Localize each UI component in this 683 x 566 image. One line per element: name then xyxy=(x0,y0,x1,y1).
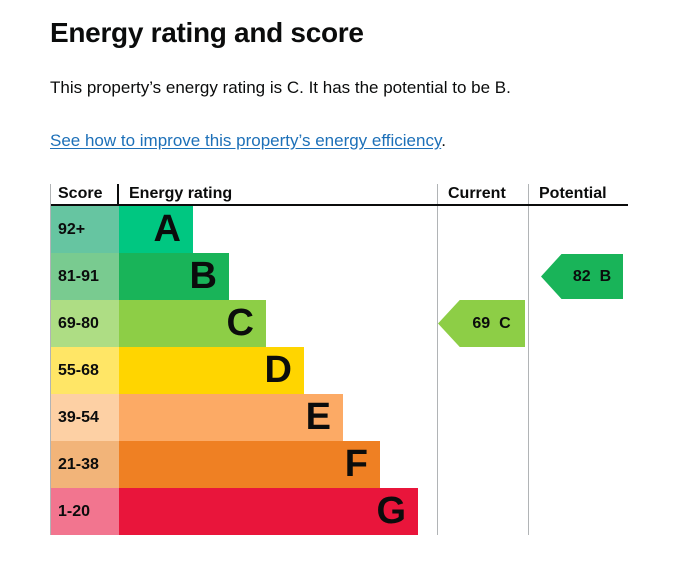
score-range-f: 21-38 xyxy=(51,441,119,488)
band-row-a: 92+ A xyxy=(51,206,628,253)
score-range-g: 1-20 xyxy=(51,488,119,535)
current-score-value: 69 xyxy=(472,314,491,332)
improve-efficiency-link[interactable]: See how to improve this property’s energ… xyxy=(50,131,442,150)
band-row-b: 81-91 B 82 B xyxy=(51,253,628,300)
rating-bar-g: G xyxy=(119,488,418,535)
rating-letter-b: B xyxy=(189,255,217,297)
current-rating-letter: C xyxy=(499,314,511,332)
bar-area-e: E xyxy=(119,394,437,441)
bar-area-g: G xyxy=(119,488,437,535)
header-energy-rating: Energy rating xyxy=(129,185,233,202)
header-potential: Potential xyxy=(528,184,628,204)
page-title: Energy rating and score xyxy=(50,17,364,48)
rating-bar-e: E xyxy=(119,394,343,441)
potential-cell-c xyxy=(528,300,628,347)
rating-bar-c: C xyxy=(119,300,266,347)
current-cell-d xyxy=(437,347,528,394)
rating-letter-f: F xyxy=(344,443,368,485)
bar-area-a: A xyxy=(119,206,437,253)
potential-cell-g xyxy=(528,488,628,535)
rating-letter-d: D xyxy=(264,349,292,391)
rating-letter-g: G xyxy=(376,490,406,532)
improve-link-line: See how to improve this property’s energ… xyxy=(50,131,683,151)
rating-bar-d: D xyxy=(119,347,304,394)
band-row-g: 1-20 G xyxy=(51,488,628,535)
rating-bar-a: A xyxy=(119,206,193,253)
score-range-d: 55-68 xyxy=(51,347,119,394)
current-cell-g xyxy=(437,488,528,535)
bar-area-c: C xyxy=(119,300,437,347)
potential-score-value: 82 xyxy=(572,267,591,285)
potential-rating-letter: B xyxy=(599,267,612,285)
bar-area-f: F xyxy=(119,441,437,488)
bar-area-b: B xyxy=(119,253,437,300)
current-cell-e xyxy=(437,394,528,441)
band-row-f: 21-38 F xyxy=(51,441,628,488)
rating-letter-a: A xyxy=(153,208,181,250)
score-range-e: 39-54 xyxy=(51,394,119,441)
potential-rating-arrow: 82 B xyxy=(541,254,623,299)
potential-cell-b: 82 B xyxy=(528,253,628,300)
score-range-b: 81-91 xyxy=(51,253,119,300)
potential-cell-e xyxy=(528,394,628,441)
current-cell-c: 69 C xyxy=(437,300,528,347)
potential-cell-d xyxy=(528,347,628,394)
current-cell-f xyxy=(437,441,528,488)
score-range-c: 69-80 xyxy=(51,300,119,347)
current-cell-b xyxy=(437,253,528,300)
score-range-a: 92+ xyxy=(51,206,119,253)
bar-area-d: D xyxy=(119,347,437,394)
potential-cell-a xyxy=(528,206,628,253)
current-rating-arrow: 69 C xyxy=(438,300,525,347)
band-row-d: 55-68 D xyxy=(51,347,628,394)
rating-letter-e: E xyxy=(305,396,331,438)
band-row-c: 69-80 C 69 C xyxy=(51,300,628,347)
header-current: Current xyxy=(437,184,528,204)
energy-rating-chart: Score Energy rating Current Potential 92… xyxy=(50,184,628,535)
summary-text: This property’s energy rating is C. It h… xyxy=(50,78,511,97)
chart-rows: 92+ A 81-91 B 82 B 69-80 C 69 C 55-68 D 39-54 E 21-38 F… xyxy=(51,206,628,535)
rating-bar-f: F xyxy=(119,441,380,488)
link-suffix: . xyxy=(441,131,446,150)
band-row-e: 39-54 E xyxy=(51,394,628,441)
rating-letter-c: C xyxy=(226,302,254,344)
current-cell-a xyxy=(437,206,528,253)
rating-bar-b: B xyxy=(119,253,229,300)
potential-cell-f xyxy=(528,441,628,488)
chart-header: Score Energy rating Current Potential xyxy=(51,184,628,206)
header-score: Score xyxy=(51,184,119,204)
